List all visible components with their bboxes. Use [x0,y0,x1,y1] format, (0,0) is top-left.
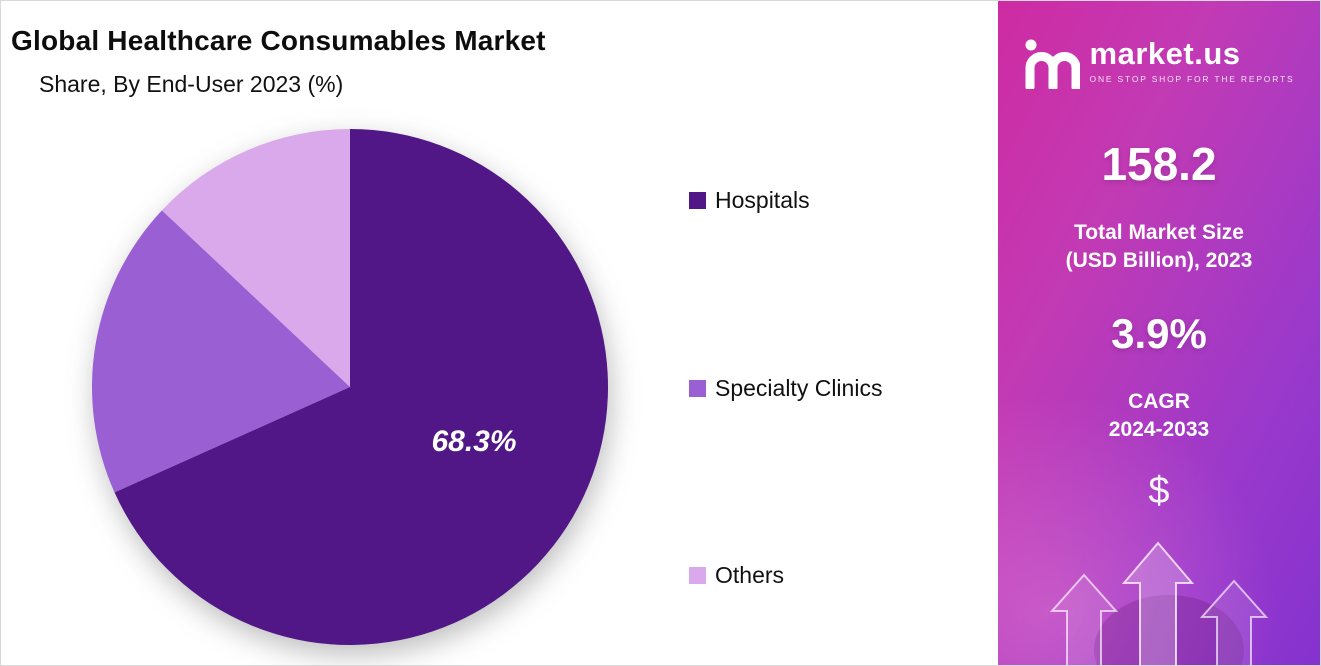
legend-label: Others [715,562,785,588]
market-size-label: Total Market Size (USD Billion), 2023 [998,219,1320,276]
pie-slice-hospitals [114,129,609,645]
legend-swatch-specialty-clinics-icon [689,379,706,397]
pie-slice-data-label: 68.3% [431,425,516,458]
logo-text: market.us ONE STOP SHOP FOR THE REPORTS [1089,36,1295,85]
logo-tagline: ONE STOP SHOP FOR THE REPORTS [1089,74,1295,85]
pie-slice-others [161,129,350,387]
up-arrows-icon [1049,541,1269,665]
cagr-label-line1: CAGR [1128,389,1190,413]
pie-chart-wrap: 68.3% [84,121,616,653]
market-size-label-line2: (USD Billion), 2023 [1065,249,1253,273]
legend-item-specialty-clinics: Specialty Clinics [689,375,882,402]
growth-arrows [998,535,1320,665]
market-size-value: 158.2 [1101,138,1217,190]
legend-label: Hospitals [715,187,810,213]
cagr-label-line2: 2024-2033 [1108,418,1210,442]
legend-item-hospitals: Hospitals [689,187,882,214]
logo-brand-name: market.us [1089,36,1241,71]
marketus-logo-icon [1025,39,1080,89]
cagr-label: CAGR 2024-2033 [998,388,1320,445]
side-panel-content: market.us ONE STOP SHOP FOR THE REPORTS … [998,36,1320,513]
chart-title: Global Healthcare Consumables Market [11,25,546,56]
pie-slice-specialty-clinics [92,210,350,493]
chart-area: Global Healthcare Consumables Market Sha… [1,1,992,665]
market-size-label-line1: Total Market Size [1074,221,1244,244]
cagr-value: 3.9% [1111,309,1207,357]
brand-side-panel: market.us ONE STOP SHOP FOR THE REPORTS … [998,1,1320,665]
legend-label: Specialty Clinics [715,374,883,401]
chart-subtitle: Share, By End-User 2023 (%) [39,71,344,97]
legend-item-others: Others [689,562,882,589]
chart-legend: Hospitals Specialty Clinics Others [689,187,882,589]
legend-swatch-hospitals-icon [689,192,706,209]
pie-chart: 68.3% [92,129,609,645]
brand-logo: market.us ONE STOP SHOP FOR THE REPORTS [998,36,1320,89]
legend-swatch-others-icon [689,567,706,584]
dollar-symbol: $ [1148,470,1170,513]
